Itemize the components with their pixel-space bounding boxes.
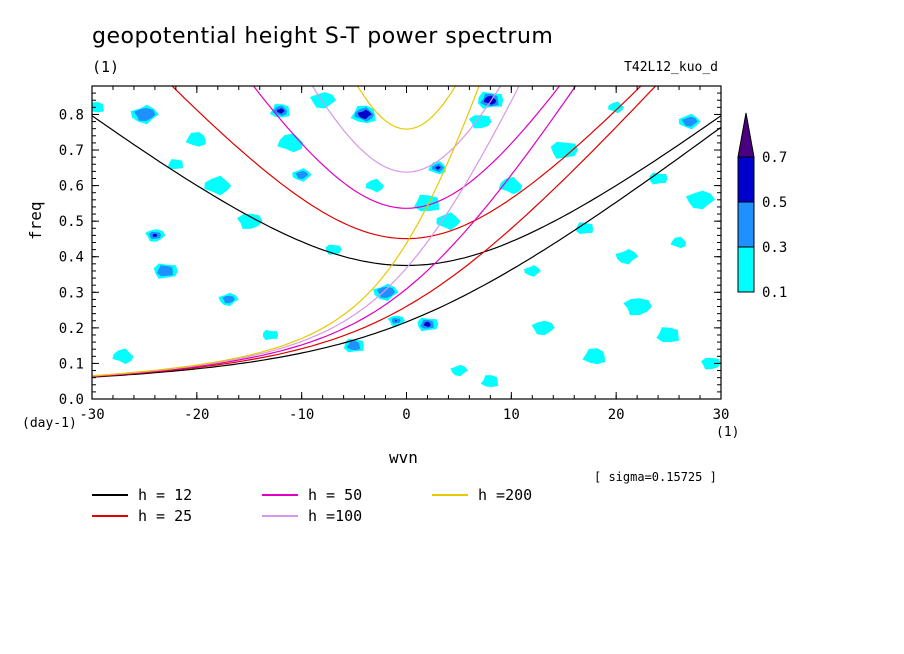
contour-patch <box>357 109 372 120</box>
y-tick-label: 0.2 <box>59 321 84 337</box>
contour-patch <box>236 213 263 229</box>
contour-patch <box>435 166 441 170</box>
colorbar-arrow <box>737 112 755 158</box>
x-tick-label: -30 <box>79 407 104 423</box>
contour-patch <box>498 176 523 195</box>
contour-patch <box>550 141 578 159</box>
y-tick-label: 0.3 <box>59 285 84 301</box>
contour-patch <box>277 133 304 153</box>
contour-patch <box>623 298 652 316</box>
x-tick-label: -20 <box>184 407 209 423</box>
x-axis-label: wvn <box>389 448 418 467</box>
contour-patch <box>295 170 309 179</box>
contour-patch <box>185 132 206 147</box>
colorbar-segment <box>737 201 755 248</box>
contour-patch <box>112 348 134 364</box>
contour-patch <box>346 340 361 351</box>
contour-patch <box>480 375 499 387</box>
y-axis-units: (day-1) <box>22 416 77 431</box>
colorbar-segment <box>737 156 755 203</box>
legend-label: h = 12 <box>138 486 192 504</box>
y-tick-label: 0.4 <box>59 250 84 266</box>
legend-label: h = 25 <box>138 507 192 525</box>
contour-patch <box>365 178 384 193</box>
chart-title: geopotential height S-T power spectrum <box>92 24 554 49</box>
y-tick-label: 0.6 <box>59 179 84 195</box>
legend-label: h =100 <box>308 507 362 525</box>
legend: h = 12 h = 25 h = 50 h =100 h =200 <box>92 486 532 525</box>
contour-patch <box>450 364 468 377</box>
contour-patch <box>608 101 624 114</box>
contour-patch <box>670 236 686 249</box>
dispersion-curve-50-lower <box>92 86 577 377</box>
x-tick-label: 0 <box>402 407 410 423</box>
dispersion-curve-12-upper <box>92 115 721 267</box>
x-tick-label: -10 <box>289 407 314 423</box>
contour-patch <box>204 175 232 196</box>
y-tick-label: 0.0 <box>59 392 84 408</box>
contour-patch <box>524 265 541 277</box>
contour-patch <box>575 222 593 234</box>
dispersion-curve-25-lower <box>92 86 657 378</box>
axis-ticks: -30 -20 -10 0 10 20 30 0.0 0.1 0.2 0.3 0.4 0.5 0.6 0.7… <box>59 86 730 423</box>
contour-patch <box>276 108 285 114</box>
dispersion-curve-100-lower <box>92 86 520 377</box>
contour-patch <box>310 92 337 109</box>
contour-patch <box>531 320 555 336</box>
contour-patch <box>582 348 606 365</box>
y-tick-label: 0.8 <box>59 107 84 123</box>
contour-patch <box>394 320 397 322</box>
contour-patch <box>423 321 431 327</box>
contour-patch <box>436 212 461 230</box>
contour-patch <box>685 190 715 210</box>
contour-patch <box>152 233 157 237</box>
colorbar-label: 0.7 <box>762 150 787 166</box>
contour-patch <box>92 102 104 113</box>
y-tick-label: 0.1 <box>59 356 84 372</box>
colorbar-label: 0.1 <box>762 285 787 301</box>
run-label: T42L12_kuo_d <box>624 60 718 75</box>
contour-patch <box>156 265 173 277</box>
dispersion-curve-200-lower <box>92 86 480 377</box>
y-tick-label: 0.7 <box>59 143 84 159</box>
dispersion-curves <box>92 86 721 378</box>
contour-patch <box>263 329 279 341</box>
contour-patch <box>681 116 698 127</box>
colorbar-label: 0.3 <box>762 240 787 256</box>
dispersion-curve-12-lower <box>92 126 721 378</box>
dispersion-curve-200-upper <box>356 86 457 130</box>
dispersion-curve-100-upper <box>311 86 502 173</box>
dispersion-curve-50-upper <box>252 86 561 209</box>
chart-units-label: (1) <box>92 58 120 76</box>
sigma-label: [ sigma=0.15725 ] <box>594 470 717 484</box>
dispersion-curve-25-upper <box>171 86 642 240</box>
contour-patch <box>469 115 492 129</box>
contour-patch <box>167 159 183 170</box>
contour-patch <box>376 286 396 298</box>
x-tick-label: 10 <box>503 407 520 423</box>
contour-patch <box>222 295 235 304</box>
colorbar: 0.1 0.3 0.5 0.7 <box>737 112 787 301</box>
x-tick-label: 30 <box>713 407 730 423</box>
colorbar-segment <box>737 246 755 293</box>
colorbar-label: 0.5 <box>762 195 787 211</box>
contour-patch <box>134 108 156 121</box>
x-tick-label: 20 <box>608 407 625 423</box>
contour-patch <box>615 249 639 265</box>
contour-patch <box>701 357 721 370</box>
legend-label: h =200 <box>478 486 532 504</box>
x-axis-units: (1) <box>716 425 740 440</box>
contour-patch <box>649 172 668 185</box>
y-tick-label: 0.5 <box>59 214 84 230</box>
contour-patch <box>656 327 679 343</box>
power-contour-fills <box>92 91 721 387</box>
legend-label: h = 50 <box>308 486 362 504</box>
